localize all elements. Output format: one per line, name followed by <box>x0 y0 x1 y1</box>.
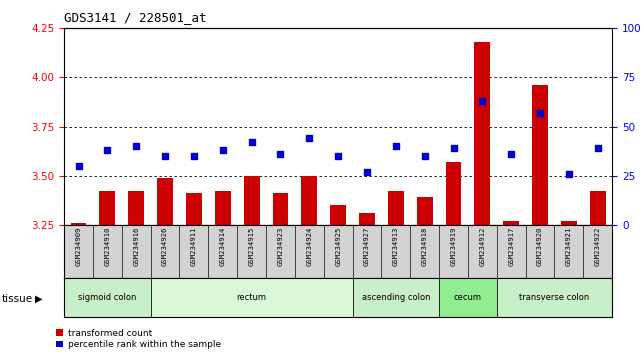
Text: GSM234918: GSM234918 <box>422 227 428 266</box>
Bar <box>445 162 462 225</box>
Point <box>103 147 113 153</box>
Text: GDS3141 / 228501_at: GDS3141 / 228501_at <box>64 11 206 24</box>
Point <box>304 136 314 141</box>
Bar <box>215 192 231 225</box>
Text: rectum: rectum <box>237 293 267 302</box>
Bar <box>590 192 606 225</box>
Text: GSM234923: GSM234923 <box>278 227 283 266</box>
Point <box>74 163 83 169</box>
Bar <box>151 278 353 317</box>
Bar <box>272 193 288 225</box>
Point <box>506 151 517 157</box>
Point <box>564 171 574 177</box>
Point <box>391 143 401 149</box>
Bar <box>497 278 612 317</box>
Bar <box>503 221 519 225</box>
Bar <box>186 193 202 225</box>
Text: transverse colon: transverse colon <box>519 293 590 302</box>
Text: cecum: cecum <box>454 293 482 302</box>
Bar <box>71 223 87 225</box>
Text: GSM234911: GSM234911 <box>191 227 197 266</box>
Bar <box>99 192 115 225</box>
Text: GSM234913: GSM234913 <box>393 227 399 266</box>
Bar <box>301 176 317 225</box>
Bar <box>244 176 260 225</box>
Point <box>276 151 286 157</box>
Text: GSM234921: GSM234921 <box>566 227 572 266</box>
Text: ascending colon: ascending colon <box>362 293 430 302</box>
Bar <box>439 278 497 317</box>
Text: tissue: tissue <box>1 294 33 304</box>
Text: GSM234917: GSM234917 <box>508 227 514 266</box>
Point <box>160 153 171 159</box>
Point <box>246 139 256 145</box>
Point <box>477 98 487 104</box>
Text: GSM234920: GSM234920 <box>537 227 543 266</box>
Text: GSM234916: GSM234916 <box>133 227 139 266</box>
Text: GSM234925: GSM234925 <box>335 227 341 266</box>
Bar <box>353 278 439 317</box>
Text: GSM234912: GSM234912 <box>479 227 485 266</box>
Point <box>535 110 545 116</box>
Text: GSM234927: GSM234927 <box>364 227 370 266</box>
Point <box>333 153 344 159</box>
Point <box>217 147 228 153</box>
Bar <box>359 213 375 225</box>
Bar <box>417 197 433 225</box>
Bar <box>157 178 173 225</box>
Text: GSM234909: GSM234909 <box>76 227 81 266</box>
Text: GSM234926: GSM234926 <box>162 227 168 266</box>
Point <box>419 153 429 159</box>
Text: GSM234919: GSM234919 <box>451 227 456 266</box>
Bar <box>561 221 577 225</box>
Text: GSM234915: GSM234915 <box>249 227 254 266</box>
Bar <box>128 192 144 225</box>
Bar <box>388 192 404 225</box>
Point <box>362 169 372 175</box>
Legend: transformed count, percentile rank within the sample: transformed count, percentile rank withi… <box>56 329 221 349</box>
Bar <box>474 42 490 225</box>
Text: GSM234924: GSM234924 <box>306 227 312 266</box>
Text: GSM234914: GSM234914 <box>220 227 226 266</box>
Point <box>131 143 142 149</box>
Point <box>592 145 603 151</box>
Text: sigmoid colon: sigmoid colon <box>78 293 137 302</box>
Text: ▶: ▶ <box>35 294 43 304</box>
Point <box>188 153 199 159</box>
Text: GSM234922: GSM234922 <box>595 227 601 266</box>
Bar <box>64 278 151 317</box>
Point <box>448 145 458 151</box>
Bar <box>532 85 548 225</box>
Text: GSM234910: GSM234910 <box>104 227 110 266</box>
Bar <box>330 205 346 225</box>
